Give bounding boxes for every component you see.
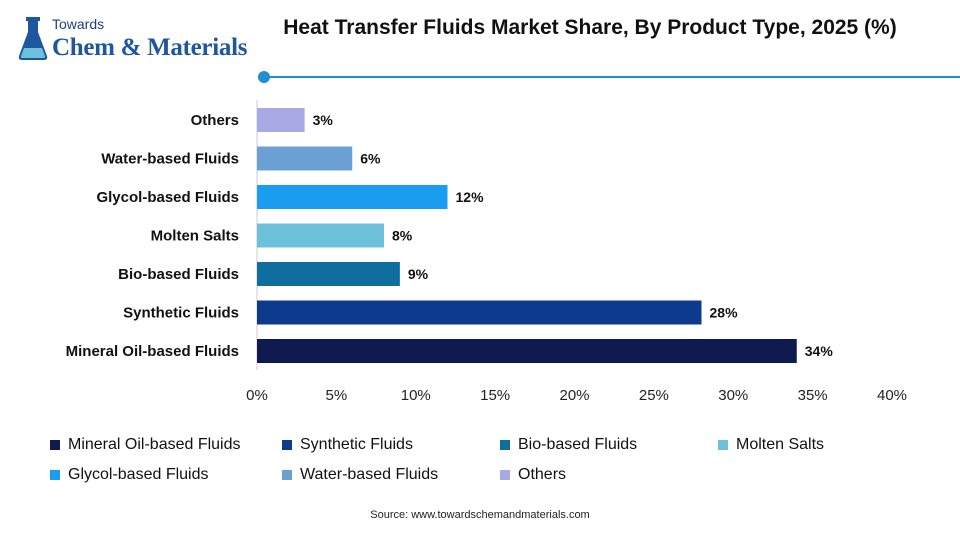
bar [257, 339, 797, 363]
category-label: Bio-based Fluids [118, 266, 239, 283]
x-tick-label: 20% [559, 387, 589, 404]
legend-item: Glycol-based Fluids [50, 466, 209, 484]
bar [257, 300, 702, 325]
chart-legend: Mineral Oil-based Fluids Synthetic Fluids… [50, 436, 930, 496]
legend-item: Water-based Fluids [282, 466, 438, 484]
value-label: 9% [408, 266, 429, 282]
bar [257, 262, 400, 286]
legend-label: Glycol-based Fluids [68, 466, 209, 483]
x-tick-label: 30% [718, 387, 748, 404]
legend-swatch [718, 440, 728, 450]
legend-label: Water-based Fluids [300, 466, 439, 483]
chart-title: Heat Transfer Fluids Market Share, By Pr… [283, 16, 897, 39]
legend-item: Synthetic Fluids [282, 436, 413, 454]
x-tick-label: 25% [639, 387, 669, 404]
value-label: 12% [456, 189, 485, 205]
value-label: 34% [805, 343, 834, 359]
bar [257, 108, 305, 132]
legend-label: Mineral Oil-based Fluids [68, 436, 241, 453]
value-label: 3% [313, 112, 334, 128]
value-label: 28% [710, 305, 739, 321]
category-label: Synthetic Fluids [123, 305, 239, 322]
legend-label: Bio-based Fluids [518, 436, 638, 453]
logo-towards-text: Towards [52, 16, 105, 32]
bar [257, 223, 384, 248]
value-label: 8% [392, 228, 413, 244]
legend-swatch [500, 440, 510, 450]
category-label: Mineral Oil-based Fluids [66, 343, 239, 360]
x-tick-label: 15% [480, 387, 510, 404]
x-tick-label: 5% [326, 387, 348, 404]
bar [257, 185, 448, 209]
x-tick-label: 35% [798, 387, 828, 404]
legend-item: Others [500, 466, 566, 484]
legend-swatch [500, 470, 510, 480]
flask-logo-icon [18, 17, 48, 60]
category-label: Molten Salts [151, 228, 239, 245]
legend-swatch [50, 440, 60, 450]
title-rule-dot [258, 71, 270, 83]
legend-item: Molten Salts [718, 436, 824, 454]
logo-brand-text: Chem & Materials [52, 34, 248, 61]
brand-logo: Towards Chem & Materials [16, 14, 256, 66]
title-rule [265, 76, 960, 78]
legend-swatch [282, 440, 292, 450]
x-tick-label: 0% [246, 387, 268, 404]
value-label: 6% [360, 151, 381, 167]
legend-item: Bio-based Fluids [500, 436, 637, 454]
legend-label: Synthetic Fluids [300, 436, 413, 453]
legend-label: Others [518, 466, 567, 483]
legend-item: Mineral Oil-based Fluids [50, 436, 241, 454]
x-tick-label: 10% [401, 387, 431, 404]
legend-swatch [282, 470, 292, 480]
category-label: Water-based Fluids [101, 151, 239, 168]
category-label: Glycol-based Fluids [96, 189, 239, 206]
legend-label: Molten Salts [736, 436, 825, 453]
source-note: Source: www.towardschemandmaterials.com [370, 509, 590, 521]
legend-swatch [50, 470, 60, 480]
x-tick-label: 40% [877, 387, 907, 404]
category-label: Others [191, 112, 239, 129]
bar [257, 146, 353, 171]
